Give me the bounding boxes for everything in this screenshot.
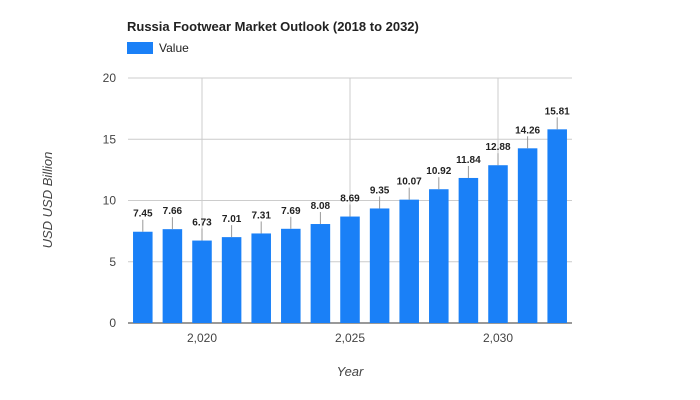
- bar: [369, 208, 390, 323]
- legend-label: Value: [159, 41, 189, 55]
- data-label: 10.07: [397, 177, 422, 188]
- bar: [192, 240, 212, 323]
- y-tick-label: 20: [103, 71, 117, 85]
- data-label: 8.08: [311, 201, 331, 212]
- bar: [310, 224, 331, 323]
- y-axis-title: USD USD Billion: [40, 152, 55, 249]
- bar: [547, 129, 567, 323]
- data-label: 15.81: [545, 106, 570, 117]
- data-label: 7.69: [281, 206, 301, 217]
- data-labels: 7.45 7.66 6.73 7.01 7.31 7.69 8.08 8.69 9.35 10.0…: [133, 106, 570, 241]
- data-label: 7.66: [163, 206, 183, 217]
- x-tick-label: 2,025: [335, 331, 365, 345]
- bar: [429, 189, 449, 323]
- data-label: 12.88: [485, 142, 510, 153]
- data-label: 6.73: [192, 218, 212, 229]
- y-tick-label: 5: [109, 255, 116, 269]
- data-label: 10.92: [426, 166, 451, 177]
- chart-title: Russia Footwear Market Outlook (2018 to …: [127, 19, 419, 34]
- data-label: 7.01: [222, 214, 242, 225]
- x-tick-label: 2,030: [483, 331, 513, 345]
- bar: [251, 233, 271, 323]
- bar: [517, 148, 538, 323]
- bar: [221, 237, 242, 323]
- bar: [340, 216, 360, 323]
- bar: [281, 228, 301, 323]
- legend-swatch: [127, 42, 153, 54]
- bar: [488, 165, 508, 323]
- legend: Value: [127, 41, 189, 55]
- y-tick-label: 15: [103, 132, 117, 146]
- bar: [399, 199, 419, 323]
- bar: [458, 177, 479, 323]
- data-label: 8.69: [340, 194, 360, 205]
- x-axis-title: Year: [337, 364, 364, 379]
- x-tick-label: 2,020: [187, 331, 217, 345]
- bars: [133, 129, 567, 323]
- data-label: 14.26: [515, 125, 540, 136]
- axis-tick-labels: 0 5 10 15 20 2,020 2,025 2,030: [103, 71, 514, 345]
- data-label: 7.31: [251, 210, 271, 221]
- data-label: 9.35: [370, 185, 390, 196]
- y-tick-label: 10: [103, 194, 117, 208]
- bar: [162, 229, 183, 323]
- data-label: 11.84: [456, 155, 481, 166]
- data-label: 7.45: [133, 209, 153, 220]
- bar: [133, 231, 153, 323]
- y-tick-label: 0: [109, 316, 116, 330]
